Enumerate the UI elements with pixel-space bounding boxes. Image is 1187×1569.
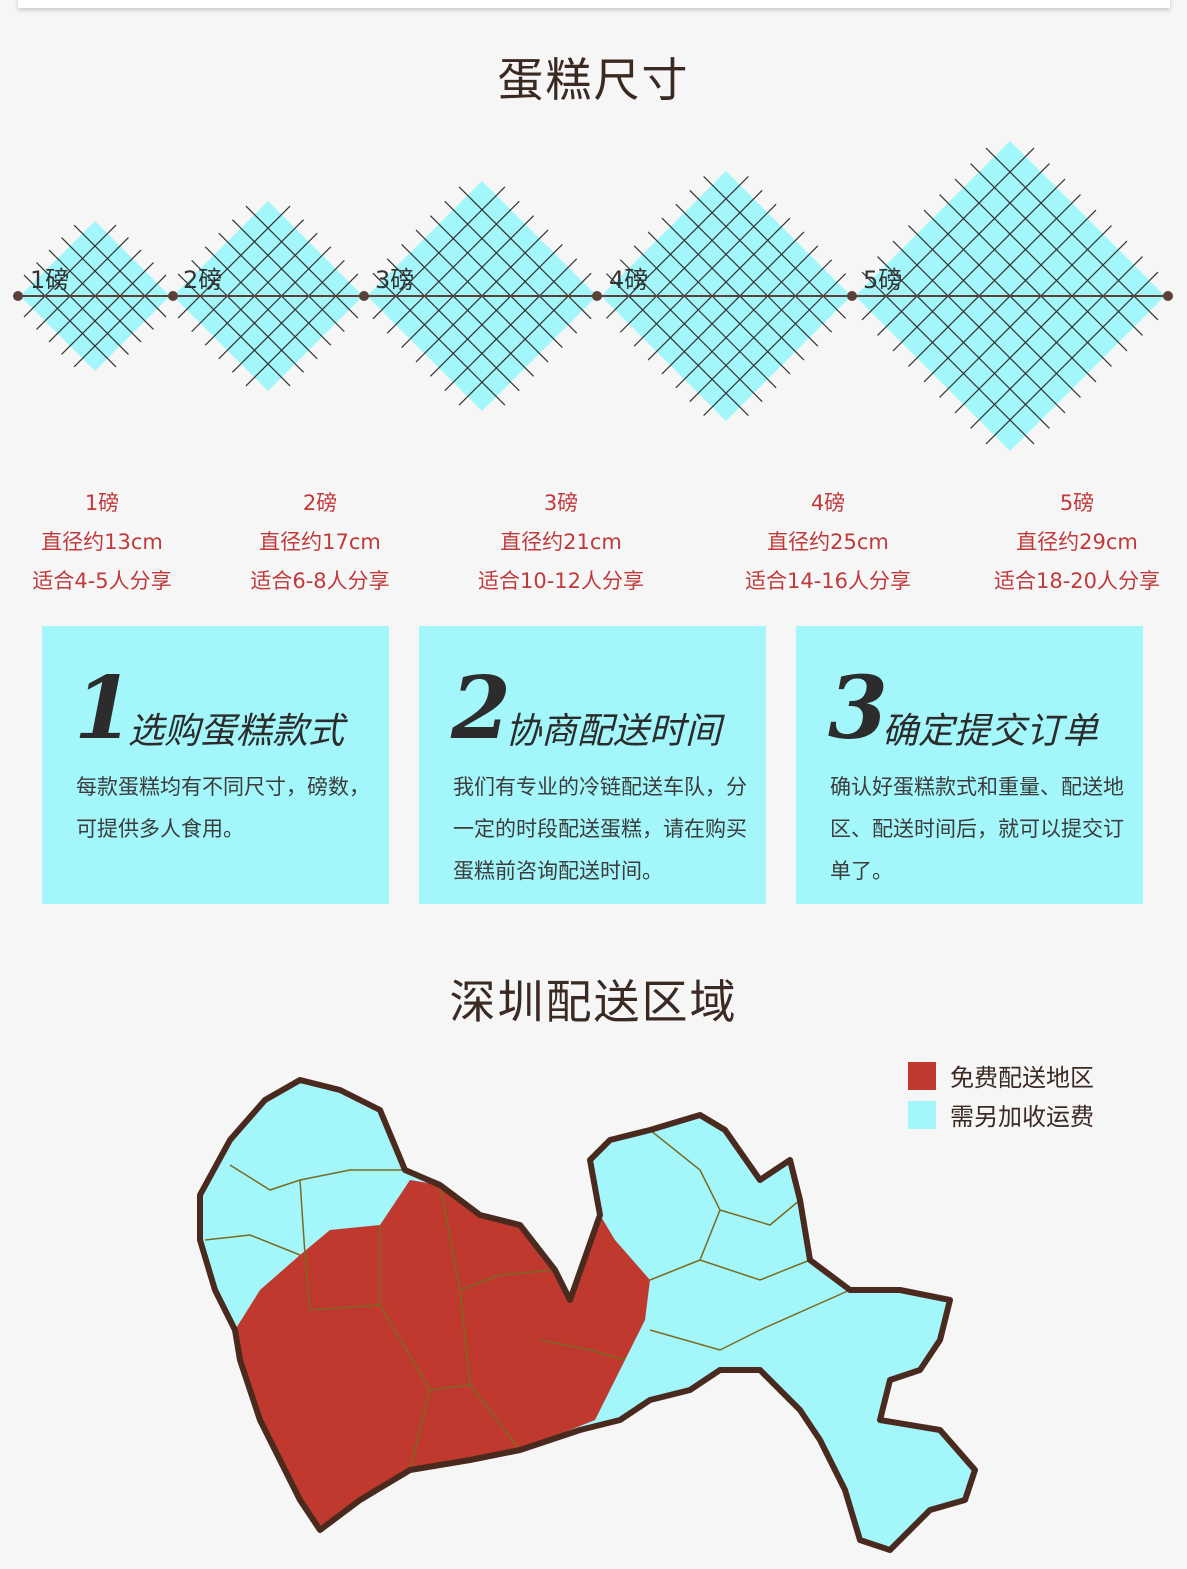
axis-dot: [592, 291, 602, 301]
cake-size-title: 蛋糕尺寸: [497, 53, 690, 107]
step-title: 确定提交订单: [882, 711, 1099, 752]
size-weight: 2磅: [302, 491, 338, 515]
size-serves: 适合6-8人分享: [250, 569, 390, 593]
map-region-free: [235, 1180, 650, 1530]
size-info-2: 2磅直径约17cm 适合6-8人分享: [210, 484, 430, 601]
legend-label: 免费配送地区: [950, 1064, 1094, 1092]
size-serves: 适合10-12人分享: [477, 569, 645, 593]
shenzhen-delivery-map: [197, 1077, 978, 1553]
size-info-5: 5磅直径约29cm 适合18-20人分享: [967, 484, 1187, 601]
diamond-label: 3磅: [375, 266, 414, 294]
step-text: 确认好蛋糕款式和重量、配送地区、配送时间后，就可以提交订单了。: [830, 775, 1124, 883]
step-number: 1: [74, 658, 134, 759]
size-diameter: 直径约17cm: [259, 530, 381, 554]
map-district-borders: [204, 1129, 851, 1471]
size-serves: 适合4-5人分享: [32, 569, 172, 593]
legend-extra-fee: 需另加收运费: [908, 1097, 1094, 1132]
size-weight: 3磅: [543, 491, 579, 515]
diamond-label: 2磅: [183, 266, 222, 294]
axis-dot: [847, 291, 857, 301]
step-title: 选购蛋糕款式: [128, 711, 345, 752]
size-weight: 1磅: [84, 491, 120, 515]
map-outline: [197, 1077, 978, 1553]
legend-free-delivery: 免费配送地区: [908, 1058, 1094, 1093]
step-card-2: 2 协商配送时间 我们有专业的冷链配送车队，分一定的时段配送蛋糕，请在购买蛋糕前…: [419, 626, 766, 904]
step-text: 我们有专业的冷链配送车队，分一定的时段配送蛋糕，请在购买蛋糕前咨询配送时间。: [453, 775, 747, 883]
top-card-edge: [18, 0, 1170, 8]
size-serves: 适合14-16人分享: [744, 569, 912, 593]
step-text: 每款蛋糕均有不同尺寸，磅数，可提供多人食用。: [76, 775, 370, 841]
step-title: 协商配送时间: [505, 711, 722, 752]
diamond-label: 5磅: [863, 266, 902, 294]
axis-dot: [13, 291, 23, 301]
legend-swatch-red: [908, 1061, 936, 1090]
legend-swatch-cyan: [908, 1100, 936, 1129]
size-diameter: 直径约25cm: [767, 530, 889, 554]
size-info-4: 4磅直径约25cm 适合14-16人分享: [718, 484, 938, 601]
diamond-label: 4磅: [609, 266, 648, 294]
size-info-3: 3磅直径约21cm 适合10-12人分享: [451, 484, 671, 601]
diamond-label: 1磅: [30, 266, 69, 294]
size-serves: 适合18-20人分享: [993, 569, 1161, 593]
size-weight: 5磅: [1059, 491, 1095, 515]
size-info-1: 1磅直径约13cm 适合4-5人分享: [0, 484, 212, 601]
axis-dot: [359, 291, 369, 301]
size-weight: 4磅: [810, 491, 846, 515]
step-card-3: 3 确定提交订单 确认好蛋糕款式和重量、配送地区、配送时间后，就可以提交订单了。: [796, 626, 1143, 904]
step-number: 2: [451, 658, 511, 759]
delivery-area-title: 深圳配送区域: [449, 975, 738, 1029]
step-number: 3: [828, 658, 888, 759]
axis-dot: [1163, 291, 1173, 301]
cake-size-diagram: 1磅 2磅 3磅 4磅 5磅: [13, 140, 1173, 451]
size-diameter: 直径约29cm: [1016, 530, 1138, 554]
step-card-1: 1 选购蛋糕款式 每款蛋糕均有不同尺寸，磅数，可提供多人食用。: [42, 626, 389, 904]
size-diameter: 直径约13cm: [41, 530, 163, 554]
axis-dot: [168, 291, 178, 301]
size-diameter: 直径约21cm: [500, 530, 622, 554]
legend-label: 需另加收运费: [950, 1103, 1094, 1131]
